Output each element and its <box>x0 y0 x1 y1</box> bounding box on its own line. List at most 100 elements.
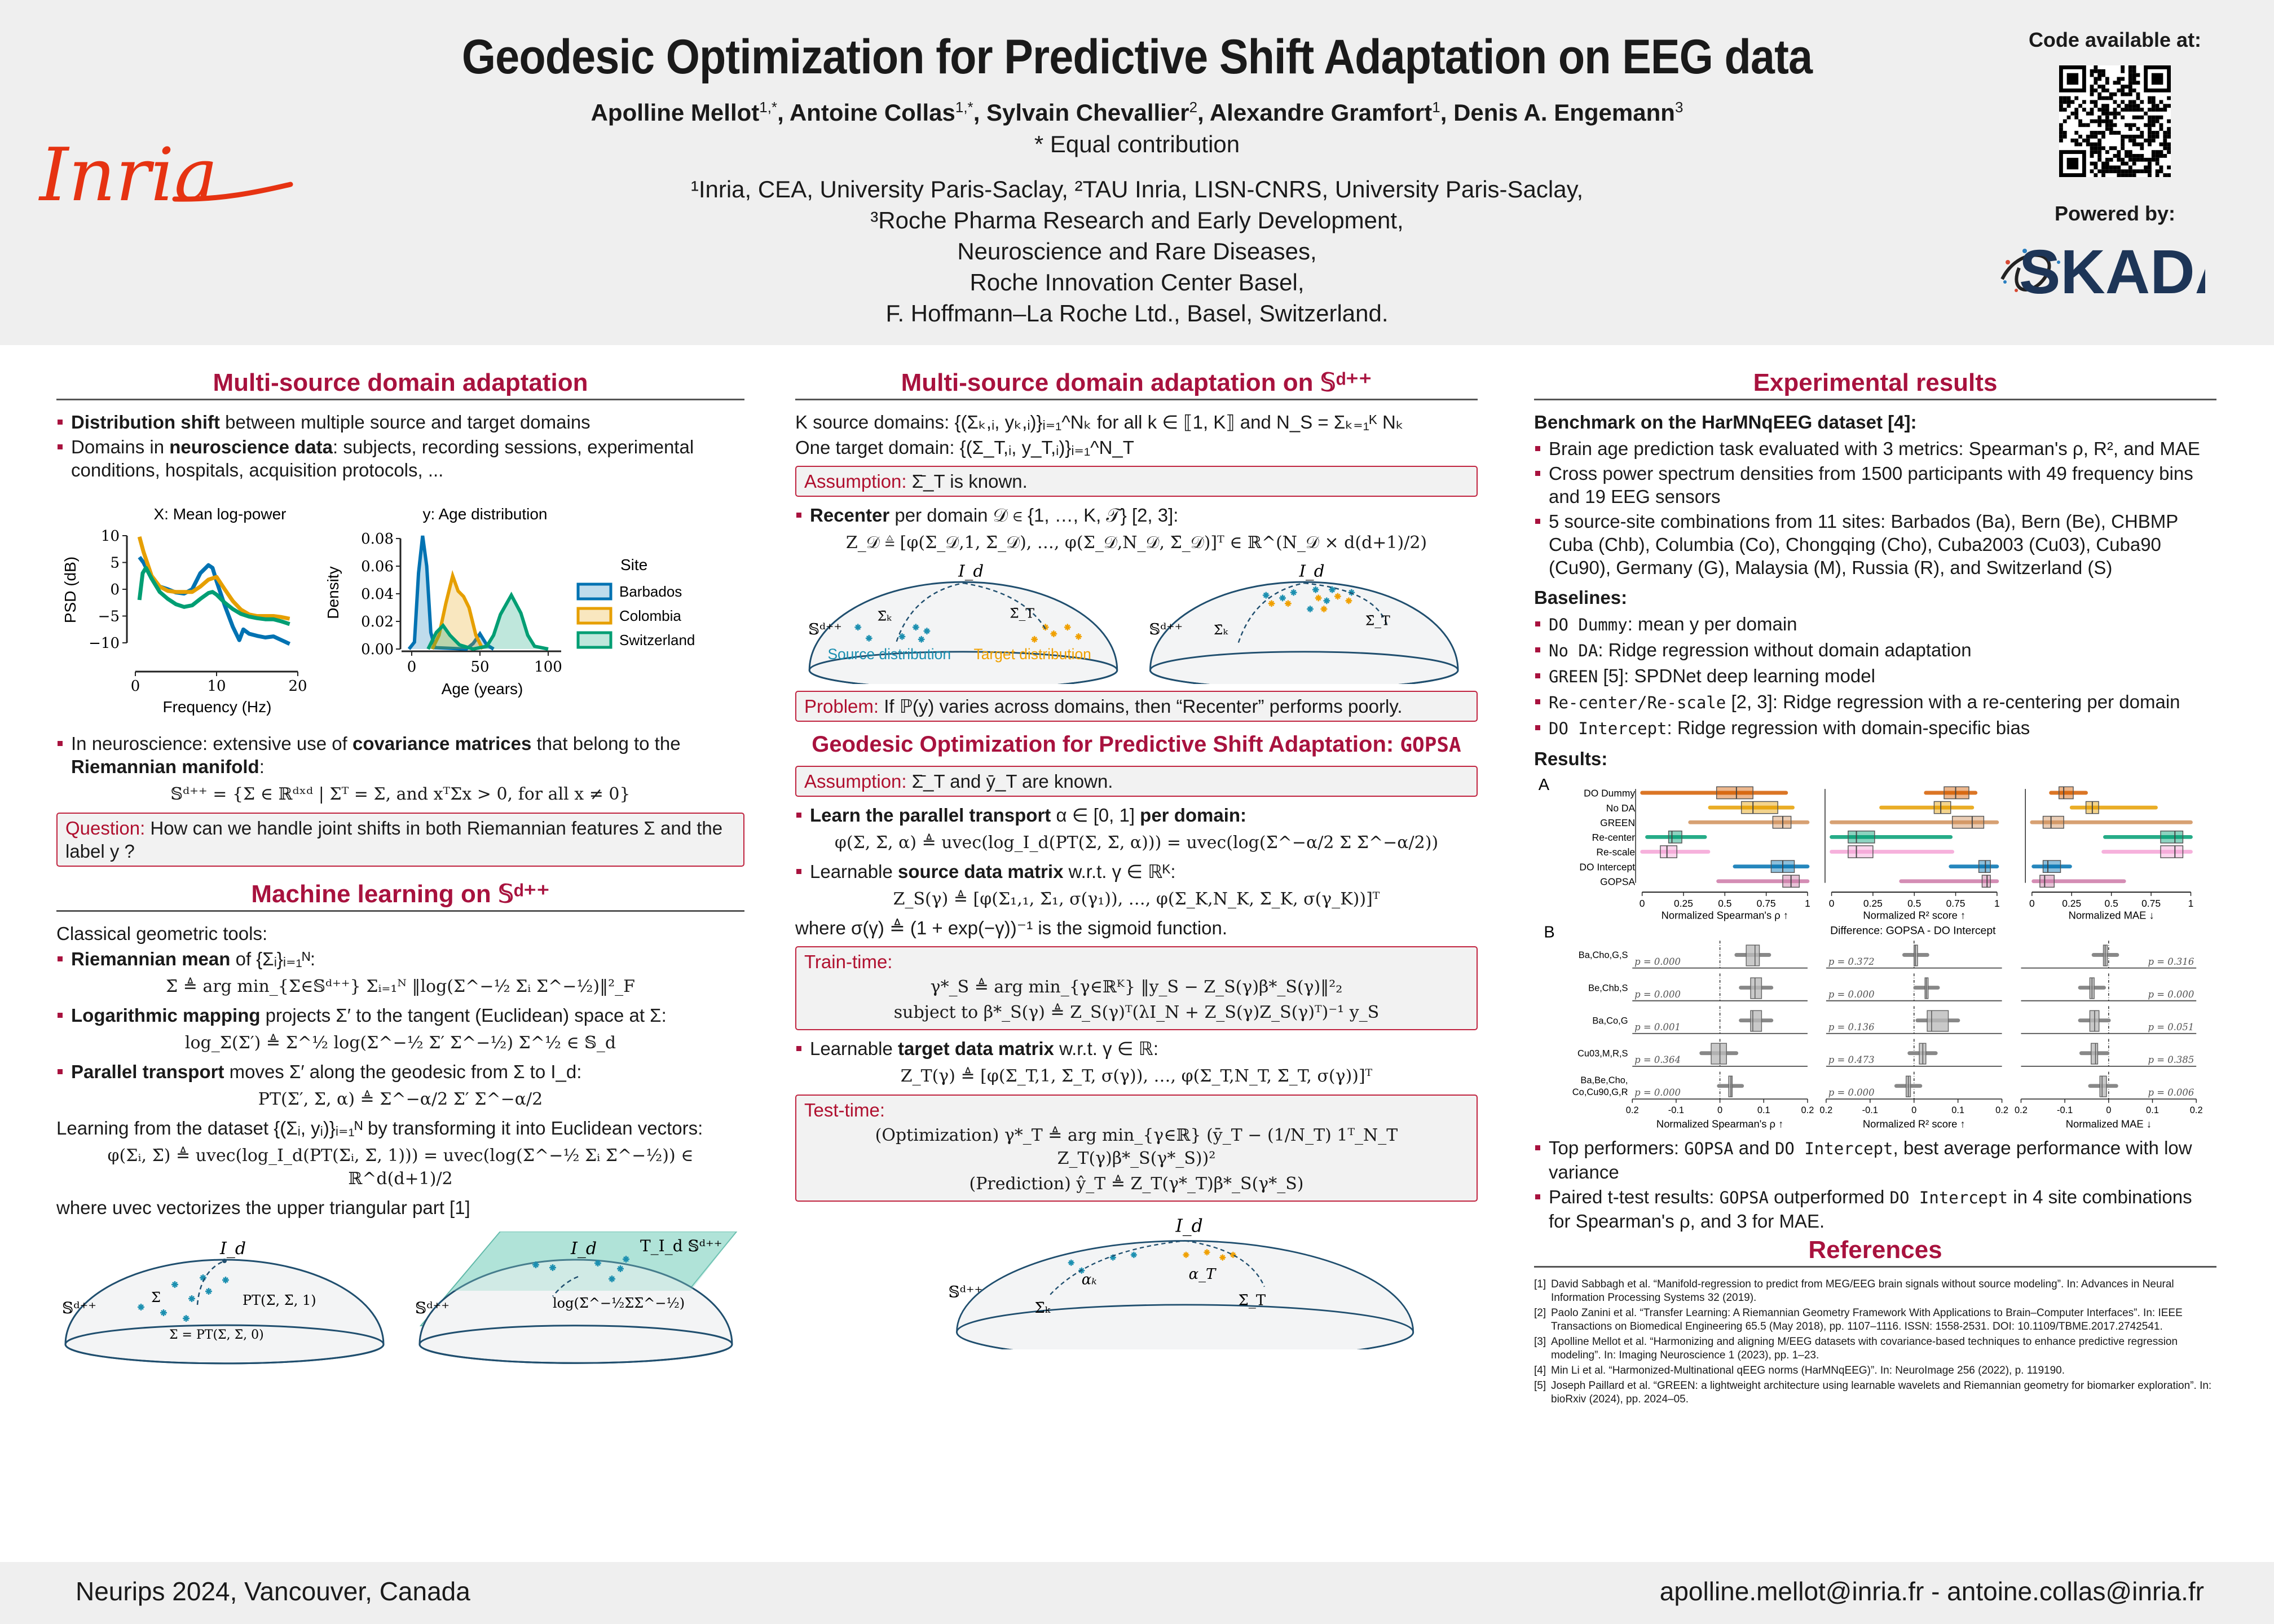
x-tick-label: 0.5 <box>1718 898 1731 909</box>
paragraph: Classical geometric tools: <box>56 923 268 944</box>
callout-line: Problem: If ℙ(y) varies across domains, … <box>804 695 1469 718</box>
qr-code[interactable] <box>2059 65 2171 177</box>
section-heading: Machine learning on 𝕊ᵈ⁺⁺ <box>56 882 744 912</box>
formula: γ*_S ≜ arg min_{γ∈ℝᴷ} ‖y_S − Z_S(γ)β*_S(… <box>930 977 1343 997</box>
plot-title: X: Mean log-power <box>153 505 286 523</box>
column-middle: Multi-source domain adaptation on 𝕊ᵈ⁺⁺ K … <box>795 365 1478 1352</box>
age-density-line-colombia <box>430 570 484 650</box>
p-value-label: p = 0.051 <box>2148 1022 2194 1032</box>
combo-label: Ba,Be,Cho, <box>1580 1075 1628 1085</box>
sample-point <box>1307 606 1314 612</box>
formula: Z_T(γ) ≜ [φ(Σ_T,1, Σ̄_T, σ(γ)), …, φ(Σ_T… <box>900 1066 1373 1086</box>
text: Paired t-test results: <box>1549 1186 1720 1207</box>
affiliation-line: ³Roche Pharma Research and Early Develop… <box>870 207 1404 233</box>
author: Antoine Collas1,* <box>790 99 986 126</box>
powered-by-label: Powered by: <box>2054 202 2176 225</box>
psd-line-colombia <box>137 536 290 621</box>
box <box>1981 875 1991 888</box>
bold-text: Riemannian mean <box>71 948 231 969</box>
assumption-box: Assumption: Σ̄_T and ȳ_T are known. <box>795 766 1478 797</box>
subheading: Baselines: <box>1534 587 1628 608</box>
text: projects Σ′ to the tangent (Euclidean) s… <box>260 1005 667 1026</box>
sample-point <box>1031 636 1038 643</box>
method-label: DO Intercept <box>1579 861 1635 872</box>
text: Top performers: <box>1549 1137 1685 1158</box>
author: Sylvain Chevallier2 <box>986 99 1210 126</box>
sample-point <box>1064 624 1071 631</box>
sample-point <box>1075 633 1082 640</box>
reference-item: [5] Joseph Paillard et al. “GREEN: a ligh… <box>1534 1379 2216 1406</box>
box <box>1951 815 1985 829</box>
x-tick-label: 0.25 <box>1863 898 1883 909</box>
formula: PT(Σ′, Σ, α) ≜ Σ^−α/2 Σ′ Σ^−α/2 <box>258 1089 543 1109</box>
box <box>2160 845 2184 858</box>
method-label: No DA <box>1606 802 1636 814</box>
box <box>1750 1010 1762 1032</box>
x-tick-label: 0.1 <box>1757 1105 1770 1115</box>
alpha-target-label: α_T <box>1189 1266 1217 1283</box>
manifold-label: 𝕊ᵈ⁺⁺ <box>415 1299 449 1317</box>
text: that belong to the <box>531 733 681 754</box>
column-right: Experimental results Benchmark on the Har… <box>1534 365 2216 1408</box>
p-value-label: p = 0.000 <box>1828 1087 1875 1098</box>
box <box>1740 801 1778 814</box>
manifold-dome <box>808 581 1118 684</box>
bold-text: Distribution shift <box>71 412 220 433</box>
manifold-base <box>64 1324 385 1365</box>
spacer <box>56 483 744 500</box>
sample-point <box>1320 606 1328 612</box>
callout-line: Question: How can we handle joint shifts… <box>65 817 735 863</box>
bullet-item: DO Dummy: mean y per domain <box>1534 612 2216 637</box>
bullet-item: GREEN [5]: SPDNet deep learning model <box>1534 664 2216 689</box>
author: Alexandre Gramfort1 <box>1210 99 1453 126</box>
p-value-label: p = 0.372 <box>1828 956 1875 967</box>
spacer <box>56 719 744 730</box>
text: : Ridge regression without domain adapta… <box>1598 639 1972 660</box>
reference-text: Joseph Paillard et al. “GREEN: a lightwe… <box>1551 1380 2212 1405</box>
code-text: No DA <box>1549 641 1598 660</box>
geodesic-path <box>196 1260 225 1305</box>
bullet-item: Logarithmic mapping projects Σ′ to the t… <box>56 1004 744 1027</box>
author-name: Alexandre Gramfort <box>1209 99 1433 126</box>
identity-label: I_d <box>570 1239 597 1259</box>
x-tick-label: 0.75 <box>1757 898 1776 909</box>
reference-item: [3] Apolline Mellot et al. “Harmonizing a… <box>1534 1335 2216 1362</box>
formula: Z_𝒟 ≜ [φ(Σ_𝒟,1, Σ̄_𝒟), …, φ(Σ_𝒟,N_𝒟, Σ̄_… <box>845 533 1427 553</box>
p-value-label: p = 0.000 <box>1634 1087 1681 1098</box>
author: Apolline Mellot1,* <box>591 99 790 126</box>
mean-label: Σ̄ <box>151 1290 161 1305</box>
paragraph: K source domains: {(Σₖ,ᵢ, yₖ,ᵢ)}ᵢ₌₁^Nₖ f… <box>795 412 1404 433</box>
sample-point <box>1279 594 1286 602</box>
sample-point <box>1204 1249 1210 1256</box>
y-tick-label: 0.00 <box>361 641 394 658</box>
sample-point <box>205 1288 212 1295</box>
assumption-box: Assumption: Σ̄_T is known. <box>795 466 1478 497</box>
problem-box: Problem: If ℙ(y) varies across domains, … <box>795 691 1478 722</box>
y-axis-label: Density <box>324 566 342 619</box>
bold-text: Recenter <box>810 505 890 526</box>
formula: (Prediction) ŷ_T ≜ Z_T(γ*_T)β*_S(γ*_S) <box>969 1174 1304 1194</box>
reference-item: [2] Paolo Zanini et al. “Transfer Learnin… <box>1534 1307 2216 1334</box>
text: in 4 site combinations for Spearman's ρ,… <box>1549 1186 2192 1232</box>
text: : <box>259 756 265 777</box>
x-tick-label: 0.2 <box>1801 1105 1814 1115</box>
box <box>1668 830 1682 844</box>
x-tick-label: 0.1 <box>1951 1105 1964 1115</box>
contact-emails[interactable]: apolline.mellot@inria.fr - antoine.colla… <box>1659 1577 2204 1606</box>
age-density-fill-barbados <box>409 536 494 649</box>
panel-title: Difference: GOPSA - DO Intercept <box>1830 925 1996 937</box>
svg-text:SKADA: SKADA <box>2019 237 2205 307</box>
box <box>1944 786 1969 800</box>
callout-label: Assumption: <box>804 771 907 792</box>
method-name: GOPSA <box>1400 734 1461 757</box>
affiliation-line: Roche Innovation Center Basel, <box>969 269 1305 295</box>
bullet-item: 5 source-site combinations from 11 sites… <box>1534 510 2216 579</box>
box <box>2042 815 2064 829</box>
x-tick-label: 0.1 <box>2146 1105 2159 1115</box>
code-text: GREEN <box>1549 667 1598 686</box>
p-value-label: p = 0.385 <box>2148 1054 2194 1065</box>
source-mean-label: Σ̄ₖ <box>877 608 892 624</box>
sample-point <box>918 636 925 643</box>
x-axis-label: Normalized Spearman's ρ ↑ <box>1656 1118 1783 1129</box>
bullet-item: Cross power spectrum densities from 1500… <box>1534 462 2216 508</box>
